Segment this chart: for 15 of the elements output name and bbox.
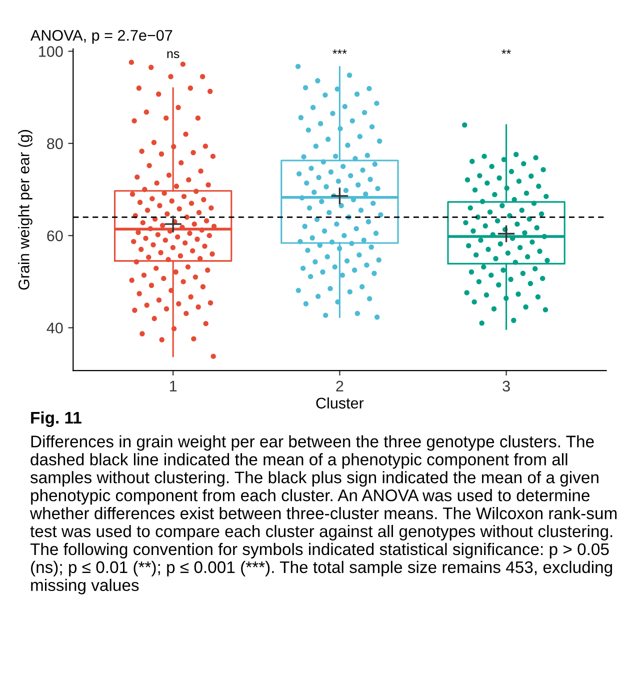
y-tick-label: 40 [46, 322, 63, 334]
y-axis-title: Grain weight per ear (g) [18, 130, 32, 290]
x-axis-title: Cluster [316, 397, 364, 409]
y-tick-label: 60 [47, 230, 63, 242]
y-tick-label: 80 [47, 138, 63, 150]
annotation: ns [167, 51, 180, 58]
x-tick-label: 3 [502, 380, 510, 392]
text: Differences in grain weight per ear between the three genotype clusters. The dashed black line indicated the mean of a phenotypic component from all samples without clustering. The black plus sign indicated the mean of a given phenotypic component from each cluster. An ANOVA was used to determine whether differences exist between three-cluster means. The Wilcoxon rank-sum test was used to compare each cluster against all genotypes without clustering. The following convention for symbols indicated statistical significance: p > 0.05 (ns); p ≤ 0.01 (**); p ≤ 0.001 (***). The total sample size remains 453, excluding missing values [30, 435, 617, 594]
y-tick-label: 100 [39, 46, 63, 57]
x-tick-label: 2 [336, 380, 344, 392]
annotation: *** [332, 49, 347, 54]
x-tick-label: 1 [170, 380, 177, 392]
chart-title: ANOVA, p = 2.7e−07 [30, 30, 172, 44]
caption: Fig. 11 [31, 411, 82, 428]
annotation: ** [502, 49, 511, 54]
